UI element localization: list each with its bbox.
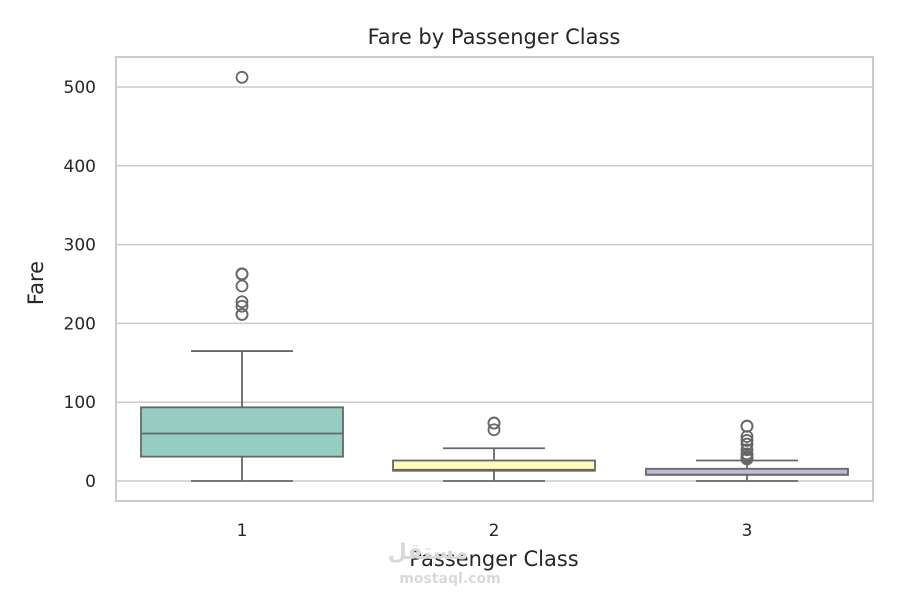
box-class-1: [140, 70, 344, 482]
y-tick-100: 100: [64, 393, 96, 413]
outlier-point: [740, 434, 754, 447]
outlier-point: [740, 419, 754, 433]
plot-frame: [115, 56, 874, 502]
y-tick-200: 200: [64, 314, 96, 334]
x-axis-label: Passenger Class: [409, 547, 579, 571]
outlier-point: [235, 295, 249, 309]
outlier-point: [487, 416, 501, 430]
outlier-point: [740, 443, 754, 457]
y-axis-label: Fare: [24, 261, 48, 305]
box-class-3: [645, 419, 849, 482]
x-tick-2: 2: [489, 521, 500, 541]
outlier-point: [235, 267, 249, 281]
x-tick-3: 3: [742, 521, 753, 541]
outlier-point: [487, 423, 501, 437]
watermark: مستقل mostaql.com: [388, 540, 501, 587]
box-class-2: [392, 416, 596, 482]
iqr-box: [392, 459, 596, 472]
y-tick-0: 0: [85, 472, 96, 492]
boxes: [140, 70, 849, 482]
watermark-latin: mostaql.com: [399, 571, 500, 587]
y-tick-labels: 0 100 200 300 400 500: [64, 78, 96, 492]
outlier-point: [740, 430, 754, 443]
y-tick-500: 500: [64, 78, 96, 98]
x-tick-labels: 1 2 3: [237, 521, 753, 541]
y-tick-400: 400: [64, 157, 96, 177]
outlier-point: [235, 70, 249, 84]
x-tick-1: 1: [237, 521, 248, 541]
outlier-point: [740, 437, 754, 451]
outlier-point: [740, 452, 754, 466]
watermark-arabic: مستقل: [388, 540, 468, 565]
outlier-point: [235, 279, 249, 293]
outlier-point: [235, 307, 249, 321]
y-tick-300: 300: [64, 236, 96, 256]
iqr-box: [140, 406, 344, 458]
outlier-point: [235, 299, 249, 313]
chart-title: Fare by Passenger Class: [368, 25, 621, 49]
